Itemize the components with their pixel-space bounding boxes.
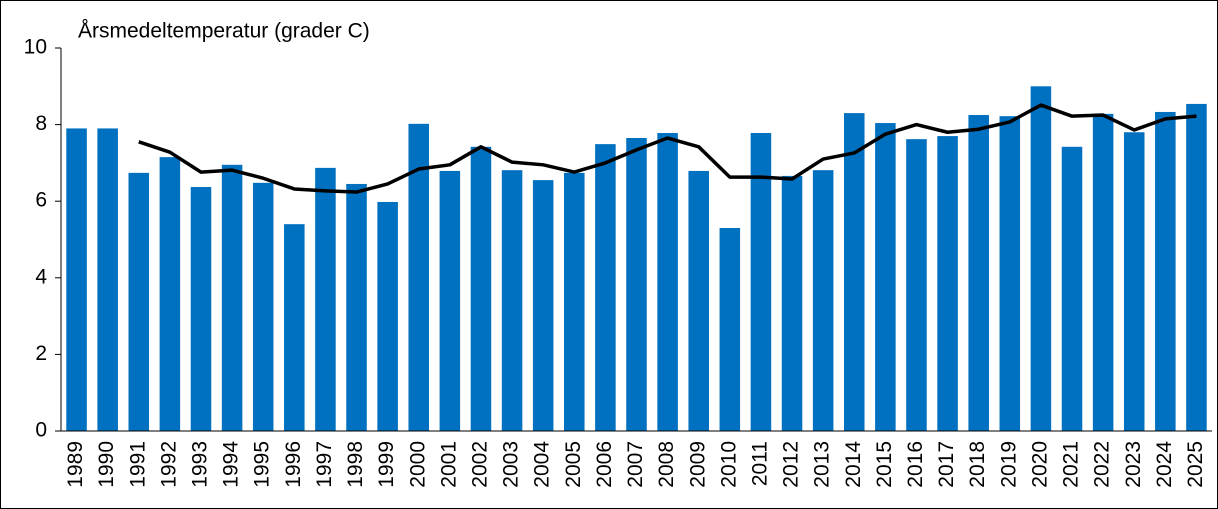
bar — [1123, 132, 1145, 431]
y-tick-label: 4 — [35, 265, 47, 288]
bar — [439, 170, 461, 431]
x-tick-label: 1999 — [375, 441, 398, 488]
bar — [1186, 103, 1207, 431]
x-tick-label: 2018 — [966, 441, 989, 488]
trend-line — [138, 103, 1197, 194]
bar — [626, 138, 647, 431]
bar — [1030, 86, 1052, 432]
x-tick-label: 1996 — [282, 441, 305, 488]
x-tick-label: 1994 — [220, 441, 243, 488]
bar — [999, 116, 1021, 431]
bar — [781, 175, 803, 431]
x-tick-label: 1993 — [189, 441, 212, 488]
x-tick-label: 2005 — [562, 441, 585, 488]
chart-title: Årsmedeltemperatur (grader C) — [78, 20, 370, 43]
x-tick-label: 2012 — [780, 441, 803, 488]
x-tick-label: 2013 — [811, 441, 834, 488]
x-tick-label: 1991 — [126, 441, 149, 488]
y-tick-label: 0 — [35, 419, 47, 442]
x-tick-label: 1992 — [157, 441, 180, 488]
x-tick-label: 2019 — [997, 441, 1020, 488]
x-tick-label: 1989 — [64, 441, 87, 488]
x-tick-label: 2022 — [1091, 441, 1114, 488]
x-tick-label: 2021 — [1060, 441, 1083, 488]
bar — [377, 201, 398, 431]
x-tick-label: 2007 — [624, 441, 647, 488]
bar — [128, 172, 150, 431]
x-tick-label: 1997 — [313, 441, 336, 488]
x-tick-label: 2008 — [655, 441, 678, 488]
bar — [595, 144, 616, 431]
bar — [97, 128, 118, 431]
bar — [968, 115, 989, 432]
bar — [1092, 113, 1114, 431]
bar — [315, 167, 336, 431]
bar — [843, 113, 865, 432]
x-tick-label: 2001 — [437, 441, 460, 488]
y-tick-label: 2 — [35, 342, 47, 365]
bar — [284, 224, 305, 431]
x-tick-label: 2011 — [748, 441, 771, 486]
bar — [252, 182, 274, 431]
bar — [470, 146, 492, 431]
x-tick-label: 2017 — [935, 441, 958, 488]
bar — [66, 128, 87, 431]
bar — [346, 183, 367, 431]
x-tick-label: 2003 — [500, 441, 523, 488]
bar — [688, 170, 709, 431]
x-tick-label: 2006 — [593, 441, 616, 488]
bar — [190, 187, 212, 431]
y-tick-label: 6 — [35, 189, 47, 212]
bar — [564, 172, 585, 431]
x-tick-label: 2023 — [1122, 441, 1145, 488]
x-tick-label: 2004 — [531, 441, 554, 488]
x-tick-label: 2000 — [406, 441, 429, 488]
bar — [1061, 146, 1083, 431]
bar — [532, 180, 554, 431]
bar — [906, 139, 927, 432]
x-tick-label: 1995 — [251, 441, 274, 488]
bar — [812, 170, 834, 431]
bar — [657, 133, 678, 431]
bar — [1155, 111, 1176, 431]
bar — [501, 170, 523, 431]
y-tick-label: 10 — [24, 36, 47, 59]
bar — [937, 136, 958, 431]
x-tick-label: 2016 — [904, 441, 927, 488]
y-tick-label: 8 — [35, 112, 47, 135]
bar — [159, 157, 181, 431]
x-tick-label: 1990 — [95, 441, 118, 488]
x-tick-label: 2010 — [717, 441, 740, 488]
bar — [719, 228, 741, 431]
bar — [408, 123, 430, 432]
x-tick-label: 2002 — [469, 441, 492, 488]
x-tick-label: 1998 — [344, 441, 367, 488]
x-tick-label: 2024 — [1153, 441, 1176, 488]
x-tick-label: 2009 — [686, 441, 709, 488]
x-tick-label: 2020 — [1028, 441, 1051, 488]
bar — [750, 133, 772, 431]
x-tick-label: 2014 — [842, 441, 865, 488]
bar — [221, 164, 243, 431]
x-tick-label: 2015 — [873, 441, 896, 488]
bar — [875, 123, 896, 432]
x-tick-label: 2025 — [1184, 441, 1207, 488]
